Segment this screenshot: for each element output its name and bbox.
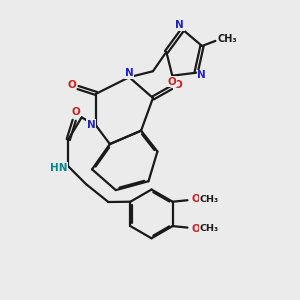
Text: O: O (71, 107, 80, 117)
Text: CH₃: CH₃ (200, 224, 219, 233)
Text: HN: HN (50, 163, 68, 173)
Text: N: N (175, 20, 184, 30)
Text: O: O (191, 224, 200, 234)
Text: N: N (87, 120, 95, 130)
Text: O: O (174, 80, 182, 90)
Text: CH₃: CH₃ (218, 34, 237, 44)
Text: O: O (67, 80, 76, 90)
Text: O: O (168, 76, 177, 87)
Text: N: N (125, 68, 134, 78)
Text: CH₃: CH₃ (200, 194, 219, 203)
Text: N: N (197, 70, 206, 80)
Text: O: O (191, 194, 200, 204)
